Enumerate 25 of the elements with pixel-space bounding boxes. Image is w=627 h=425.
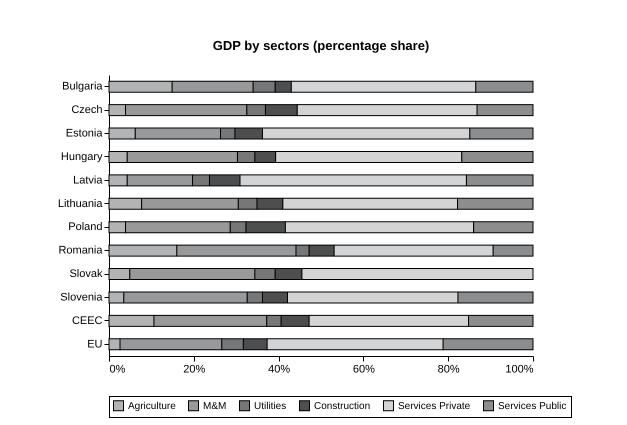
x-tick-label: 0% (110, 364, 126, 376)
y-tick-label: Estonia (66, 128, 104, 140)
legend-label: Services Private (398, 400, 471, 412)
x-tick-label: 100% (505, 364, 534, 376)
y-tick-label: Lithuania (58, 198, 104, 210)
y-tick-label: Latvia (73, 174, 104, 186)
legend-label: Agriculture (128, 400, 176, 412)
x-tick-label: 80% (438, 364, 460, 376)
x-tick-label: 40% (268, 364, 290, 376)
x-tick-label: 20% (183, 364, 206, 376)
x-tick-label: 60% (352, 364, 376, 376)
y-tick-label: Hungary (60, 150, 103, 163)
y-tick-label: Romania (58, 244, 104, 257)
legend-label: M&M (203, 400, 226, 412)
y-tick-label: Czech (71, 104, 102, 116)
legend-label: Construction (314, 400, 370, 412)
legend-label: Services Public (498, 400, 566, 412)
y-tick-label: Slovenia (60, 291, 104, 304)
y-tick-label: Slovak (69, 268, 103, 280)
legend-label: Utilities (254, 400, 286, 412)
chart-title: GDP by sectors (percentage share) (212, 38, 430, 53)
y-tick-label: Bulgaria (62, 80, 104, 93)
y-tick-label: Poland (68, 221, 102, 234)
y-tick-label: CEEC (72, 314, 103, 327)
y-tick-label: EU (87, 338, 103, 350)
